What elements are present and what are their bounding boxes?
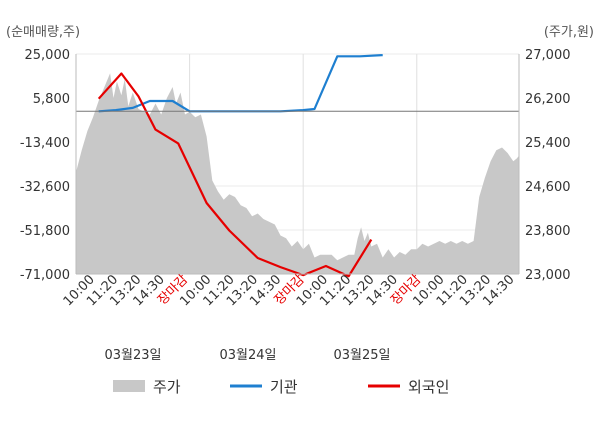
legend-label: 기관: [270, 378, 298, 396]
legend: 주가 기관 외국인: [113, 378, 449, 396]
right-axis-unit: (주가,원): [544, 25, 594, 40]
legend-label: 주가: [153, 378, 181, 396]
right-y-tick-label: 24,600: [525, 180, 571, 195]
date-label: 03월25일: [333, 348, 390, 363]
right-y-tick-label: 25,400: [525, 136, 571, 151]
right-y-tick-label: 27,000: [525, 48, 571, 63]
right-y-tick-label: 23,000: [525, 268, 571, 283]
left-y-tick-label: 5,800: [33, 92, 70, 107]
date-label: 03월23일: [104, 348, 161, 363]
axes: [75, 54, 520, 275]
left-y-tick-label: -71,000: [20, 268, 70, 283]
left-y-tick-label: -51,800: [20, 224, 70, 239]
date-label: 03월24일: [219, 348, 276, 363]
left-y-ticks: 25,000 5,800 -13,400 -32,600 -51,800 -71,000: [20, 48, 70, 283]
left-y-tick-label: -32,600: [20, 180, 70, 195]
legend-label: 외국인: [408, 378, 449, 396]
date-labels: 03월23일 03월24일 03월25일: [104, 348, 390, 363]
right-y-ticks: 27,000 26,200 25,400 24,600 23,800 23,000: [525, 48, 571, 283]
left-y-tick-label: 25,000: [25, 48, 71, 63]
legend-swatch-area: [113, 380, 145, 392]
series-line-외국인: [97, 72, 373, 278]
series-price-area: [76, 73, 519, 274]
right-y-tick-label: 26,200: [525, 92, 571, 107]
price-area: [76, 73, 519, 274]
left-y-tick-label: -13,400: [20, 136, 70, 151]
right-y-tick-label: 23,800: [525, 224, 571, 239]
left-axis-unit: (순매매량,주): [6, 25, 80, 40]
